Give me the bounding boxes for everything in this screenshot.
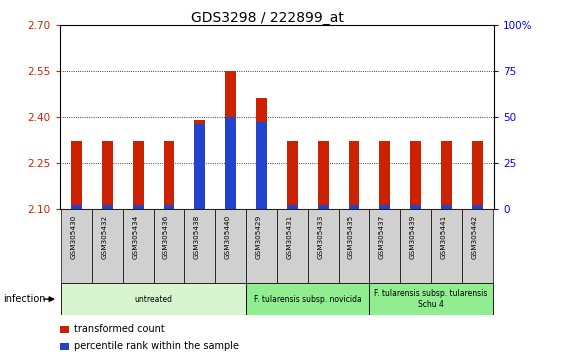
Text: GSM305431: GSM305431 xyxy=(286,215,293,259)
Text: GSM305436: GSM305436 xyxy=(163,215,169,259)
Bar xyxy=(256,98,267,209)
Bar xyxy=(60,326,69,333)
Bar xyxy=(194,120,205,209)
Text: GSM305432: GSM305432 xyxy=(102,215,107,259)
Bar xyxy=(410,205,421,209)
Bar xyxy=(153,209,185,283)
Bar xyxy=(410,141,421,209)
Bar xyxy=(133,205,144,209)
Text: untreated: untreated xyxy=(135,295,173,304)
Text: percentile rank within the sample: percentile rank within the sample xyxy=(73,341,239,351)
Bar xyxy=(61,209,92,283)
Bar xyxy=(349,205,360,209)
Text: transformed count: transformed count xyxy=(73,324,164,334)
Text: GSM305435: GSM305435 xyxy=(348,215,354,259)
Text: GSM305438: GSM305438 xyxy=(194,215,200,259)
Text: GDS3298 / 222899_at: GDS3298 / 222899_at xyxy=(190,11,344,25)
Bar xyxy=(133,141,144,209)
Bar xyxy=(369,209,400,283)
Bar xyxy=(246,283,369,315)
Bar xyxy=(225,117,236,209)
Text: GSM305434: GSM305434 xyxy=(132,215,138,259)
Bar xyxy=(339,209,369,283)
Bar xyxy=(225,71,236,209)
Text: GSM305429: GSM305429 xyxy=(256,215,261,259)
Bar xyxy=(379,205,390,209)
Bar xyxy=(462,209,492,283)
Bar xyxy=(102,205,113,209)
Bar xyxy=(287,205,298,209)
Bar xyxy=(102,141,113,209)
Bar xyxy=(400,209,431,283)
Bar xyxy=(349,141,360,209)
Bar xyxy=(164,141,174,209)
Text: GSM305437: GSM305437 xyxy=(379,215,385,259)
Text: GSM305430: GSM305430 xyxy=(70,215,77,259)
Bar xyxy=(61,283,246,315)
Bar xyxy=(71,141,82,209)
Bar xyxy=(194,124,205,209)
Text: GSM305433: GSM305433 xyxy=(317,215,323,259)
Bar xyxy=(441,205,452,209)
Bar xyxy=(318,205,328,209)
Bar xyxy=(308,209,339,283)
Text: GSM305439: GSM305439 xyxy=(410,215,416,259)
Bar xyxy=(92,209,123,283)
Text: GSM305442: GSM305442 xyxy=(471,215,477,259)
Bar xyxy=(369,283,492,315)
Bar xyxy=(164,205,174,209)
Text: F. tularensis subsp. tularensis
Schu 4: F. tularensis subsp. tularensis Schu 4 xyxy=(374,290,488,309)
Bar xyxy=(379,141,390,209)
Text: infection: infection xyxy=(3,294,45,304)
Bar xyxy=(60,343,69,350)
Bar xyxy=(472,141,483,209)
Bar xyxy=(185,209,215,283)
Bar xyxy=(256,122,267,209)
Text: F. tularensis subsp. novicida: F. tularensis subsp. novicida xyxy=(254,295,362,304)
Bar xyxy=(287,141,298,209)
Bar xyxy=(441,141,452,209)
Bar xyxy=(123,209,153,283)
Bar xyxy=(431,209,462,283)
Bar xyxy=(277,209,308,283)
Text: GSM305441: GSM305441 xyxy=(440,215,446,259)
Bar xyxy=(71,205,82,209)
Bar xyxy=(246,209,277,283)
Bar xyxy=(215,209,246,283)
Text: GSM305440: GSM305440 xyxy=(225,215,231,259)
Bar xyxy=(318,141,328,209)
Bar xyxy=(472,205,483,209)
